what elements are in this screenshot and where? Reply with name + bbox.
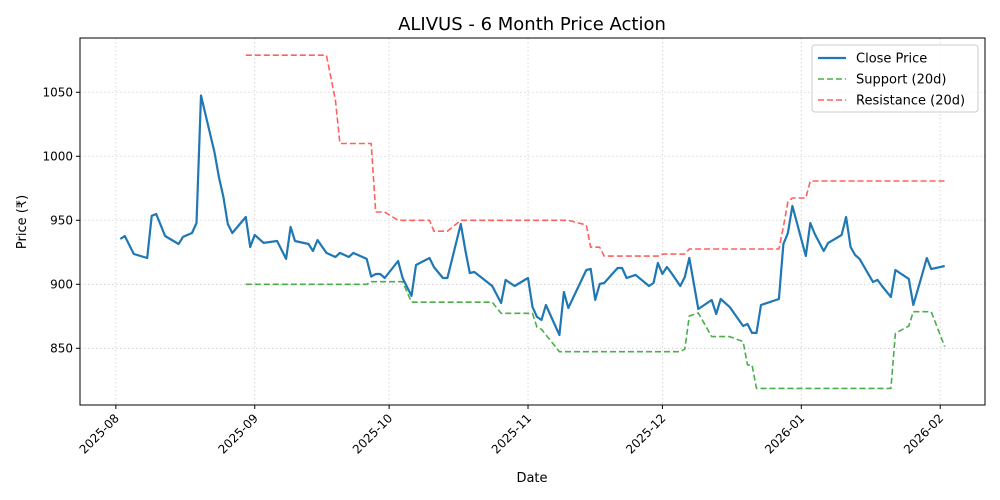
- plot-frame: [79, 37, 986, 406]
- legend-label: Support (20d): [856, 73, 946, 88]
- legend-label: Close Price: [856, 52, 927, 67]
- series-group: [119, 54, 946, 390]
- y-tick-label: 950: [50, 213, 73, 227]
- chart-title: ALIVUS - 6 Month Price Action: [398, 14, 666, 35]
- legend-box: [811, 44, 979, 113]
- support-d-line: [245, 280, 946, 390]
- x-axis-label: Date: [516, 471, 547, 486]
- y-axis-label: Price (₹): [15, 195, 30, 249]
- legend-label: Resistance (20d): [856, 94, 965, 109]
- y-tick-label: 1000: [42, 149, 73, 163]
- y-axis: 850 900 950 1000 1050: [42, 85, 80, 355]
- resistance-d-line: [245, 54, 945, 257]
- legend: Close Price Support (20d) Resistance (20d): [811, 44, 979, 113]
- y-tick-label: 850: [50, 341, 73, 355]
- close-price-line: [119, 94, 945, 337]
- y-tick-label: 900: [50, 277, 73, 291]
- y-tick-label: 1050: [42, 85, 73, 99]
